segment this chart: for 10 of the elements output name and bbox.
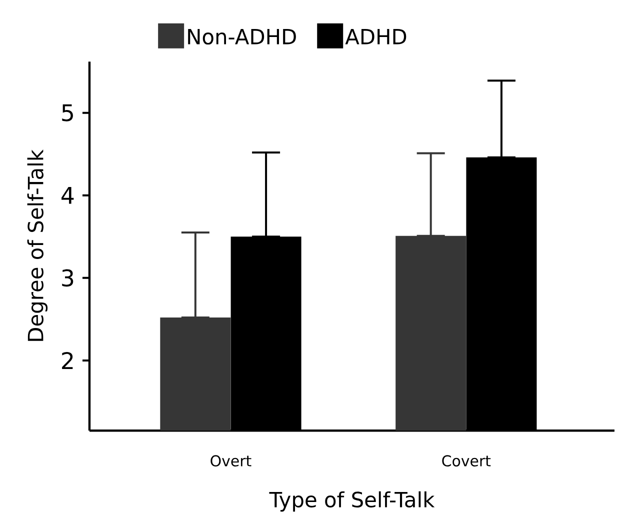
x-axis-title: Type of Self-Talk bbox=[269, 491, 435, 512]
y-tick-label: 5 bbox=[62, 104, 73, 122]
x-tick-label: Overt bbox=[210, 455, 252, 466]
legend-label: ADHD bbox=[345, 29, 406, 44]
y-axis-title: Degree of Self-Talk bbox=[27, 149, 48, 341]
legend-label: Non-ADHD bbox=[188, 29, 296, 45]
y-tick-label: 3 bbox=[62, 269, 74, 287]
y-tick-label: 2 bbox=[62, 352, 73, 369]
y-tick-label: 4 bbox=[61, 187, 74, 204]
x-tick-label: Covert bbox=[442, 455, 491, 466]
